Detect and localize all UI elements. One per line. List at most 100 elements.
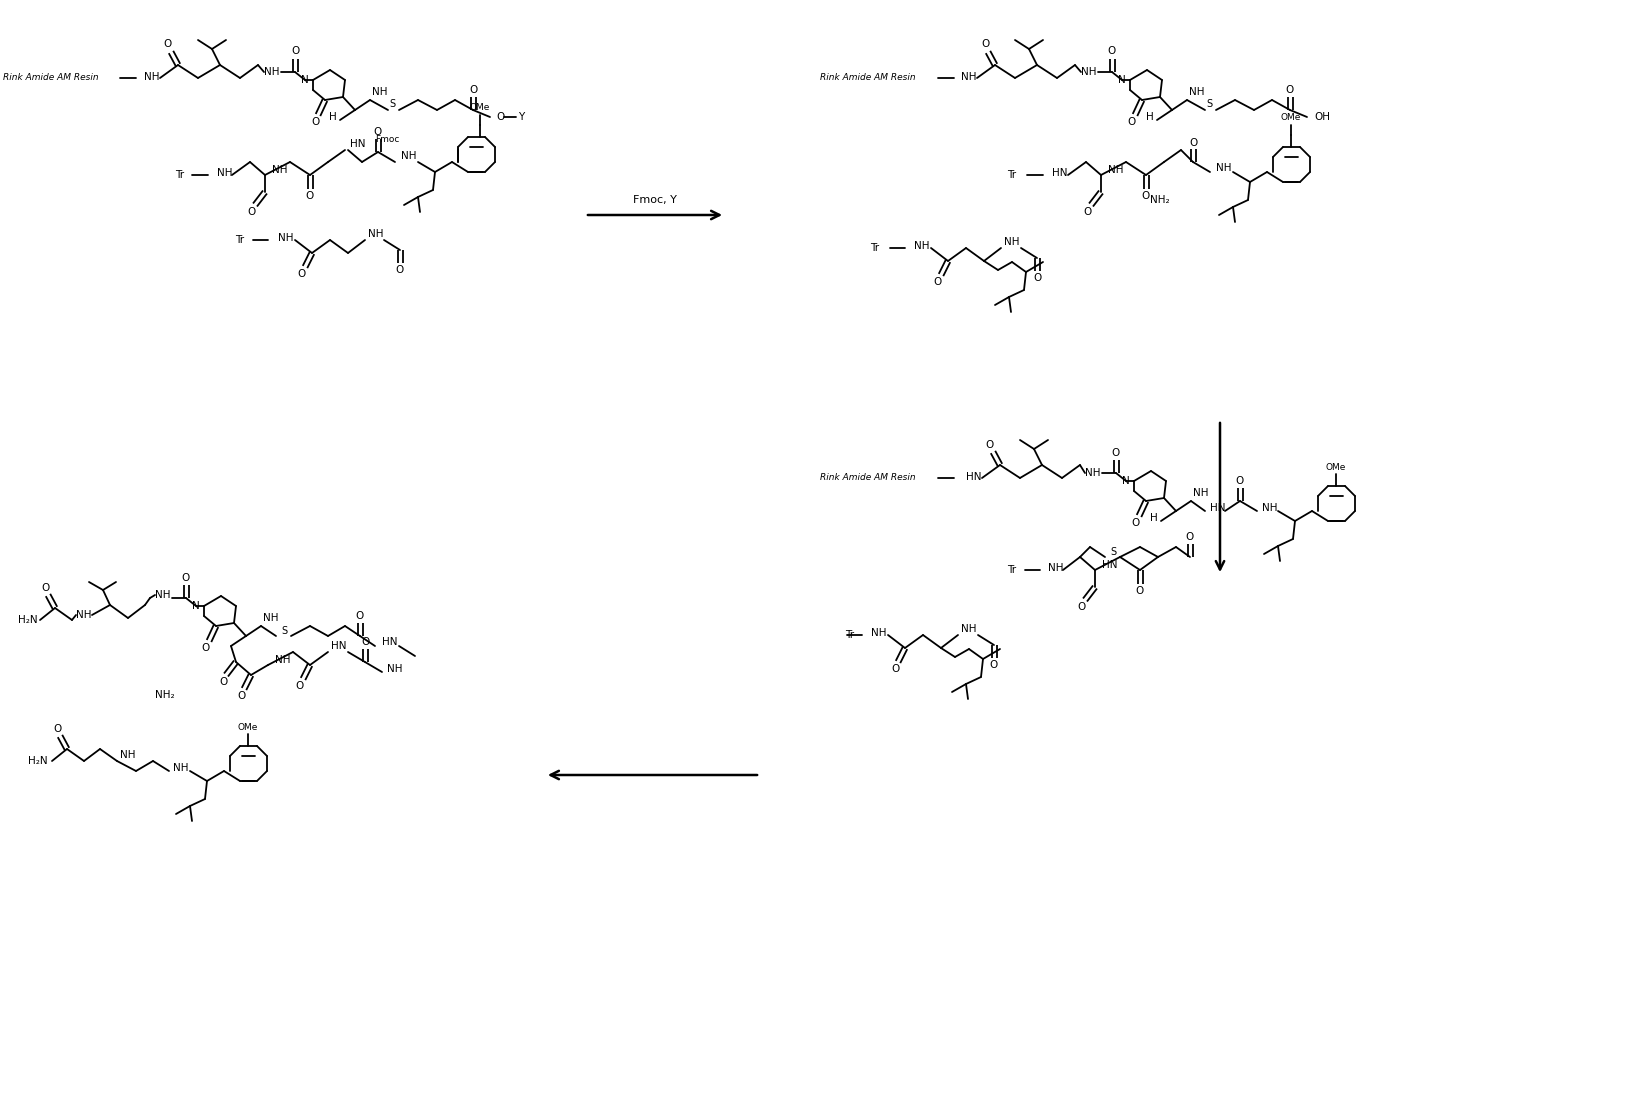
Text: O: O [306,191,314,201]
Text: OMe: OMe [1325,463,1346,472]
Text: H₂N: H₂N [28,756,48,766]
Text: NH: NH [1261,504,1278,513]
Text: HN: HN [351,139,365,149]
Text: O: O [355,611,364,621]
Text: NH: NH [278,233,293,244]
Text: O: O [1084,207,1093,217]
Text: O: O [52,724,61,734]
Text: O: O [360,637,369,647]
Text: NH: NH [174,764,188,773]
Text: OH: OH [1314,112,1330,122]
Text: O: O [981,39,989,49]
Text: NH: NH [120,750,136,760]
Text: NH: NH [369,229,383,239]
Text: Tr: Tr [175,170,183,180]
Text: NH₂: NH₂ [1150,195,1170,205]
Text: Rink Amide AM Resin: Rink Amide AM Resin [821,474,916,483]
Text: NH: NH [1081,67,1096,77]
Text: NH: NH [156,590,170,600]
Text: OMe: OMe [470,103,490,113]
Text: Y: Y [518,112,524,122]
Text: NH: NH [272,165,288,176]
Text: Tr: Tr [845,630,853,640]
Text: Tr: Tr [1007,565,1016,575]
Text: O: O [468,84,477,95]
Text: O: O [1129,117,1137,127]
Text: NH: NH [1107,165,1124,176]
Text: O: O [496,112,505,122]
Text: O: O [396,265,405,275]
Text: NH: NH [1215,163,1232,173]
Text: HN: HN [1210,504,1225,513]
Text: O: O [934,278,942,287]
Text: NH: NH [401,151,416,161]
Text: OMe: OMe [1281,113,1301,123]
Text: HN: HN [1052,168,1068,178]
Text: O: O [1142,191,1150,201]
Text: O: O [1132,518,1140,528]
Text: H: H [329,112,337,122]
Text: H: H [1147,112,1153,122]
Text: O: O [891,664,899,674]
Text: O: O [311,117,319,127]
Text: NH: NH [264,613,278,623]
Text: HN: HN [1102,559,1117,570]
Text: NH: NH [1189,87,1204,97]
Text: O: O [1286,84,1294,95]
Text: O: O [182,573,190,583]
Text: NH: NH [1192,488,1209,498]
Text: O: O [1107,46,1115,56]
Text: O: O [292,46,300,56]
Text: HN: HN [966,472,981,482]
Text: O: O [1078,602,1086,612]
Text: NH: NH [1084,468,1101,478]
Text: NH: NH [1048,563,1063,573]
Text: N: N [1122,476,1130,486]
Text: N: N [301,75,310,84]
Text: S: S [1111,547,1115,557]
Text: Rink Amide AM Resin: Rink Amide AM Resin [3,73,98,82]
Text: S: S [282,626,287,636]
Text: N: N [1119,75,1125,84]
Text: NH: NH [387,664,403,674]
Text: HN: HN [331,641,347,651]
Text: Fmoc, Y: Fmoc, Y [632,195,676,205]
Text: O: O [989,660,998,670]
Text: O: O [373,127,382,137]
Text: NH: NH [962,624,976,634]
Text: O: O [164,39,172,49]
Text: NH: NH [264,67,280,77]
Text: O: O [238,691,246,701]
Text: O: O [1189,138,1197,148]
Text: O: O [201,643,210,653]
Text: HN: HN [382,637,398,647]
Text: S: S [1206,99,1212,109]
Text: NH: NH [962,72,976,82]
Text: H: H [1150,513,1158,523]
Text: Tr: Tr [1007,170,1016,180]
Text: S: S [388,99,395,109]
Text: NH: NH [1004,237,1019,247]
Text: Tr: Tr [870,244,880,253]
Text: NH: NH [914,241,929,251]
Text: O: O [298,269,306,279]
Text: H₂N: H₂N [18,615,38,625]
Text: O: O [41,583,49,593]
Text: OMe: OMe [238,723,259,732]
Text: Rink Amide AM Resin: Rink Amide AM Resin [821,73,916,82]
Text: Fmoc: Fmoc [375,136,400,145]
Text: NH: NH [275,655,290,665]
Text: O: O [1186,532,1194,542]
Text: O: O [1135,586,1143,596]
Text: NH: NH [144,72,159,82]
Text: O: O [1034,273,1042,283]
Text: NH₂: NH₂ [156,690,175,700]
Text: O: O [296,681,305,691]
Text: O: O [247,207,256,217]
Text: NH: NH [372,87,388,97]
Text: NH: NH [75,610,92,620]
Text: O: O [1112,448,1120,459]
Text: NH: NH [216,168,233,178]
Text: Tr: Tr [234,235,244,245]
Text: N: N [192,601,200,611]
